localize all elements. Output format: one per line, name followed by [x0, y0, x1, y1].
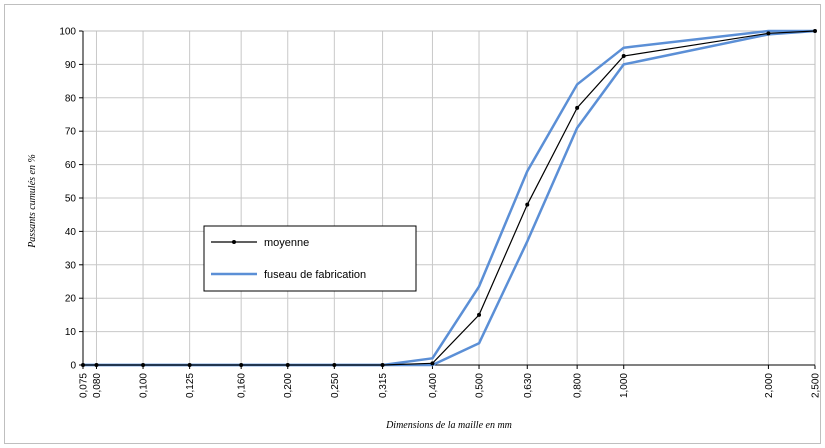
- legend-marker-moyenne: [232, 240, 236, 244]
- moyenne-point: [575, 105, 580, 110]
- x-tick-label: 0,630: [523, 373, 534, 398]
- moyenne-point: [477, 312, 482, 317]
- moyenne-point: [81, 363, 85, 367]
- chart-frame: 0 10 20 30 40 50 60 70 80 90 100 0,075 0,080 0,100 0,1…: [4, 4, 822, 444]
- x-tick-label: 0,160: [237, 373, 248, 398]
- moyenne-point: [813, 29, 817, 33]
- moyenne-point: [525, 202, 530, 207]
- legend: moyenne fuseau de fabrication: [203, 225, 417, 292]
- legend-box: [203, 225, 417, 292]
- y-tick-label: 30: [65, 260, 77, 271]
- y-axis-title: Passants cumulés en %: [27, 154, 38, 249]
- granulometry-chart: 0 10 20 30 40 50 60 70 80 90 100 0,075 0,080 0,100 0,1…: [27, 27, 822, 432]
- x-tick-label: 0,250: [330, 373, 341, 398]
- x-tick-label: 0,400: [428, 373, 439, 398]
- x-axis-title: Dimensions de la maille en mm: [385, 420, 512, 431]
- moyenne-point: [621, 54, 626, 59]
- y-tick-label: 10: [65, 327, 77, 338]
- y-tick-label: 40: [65, 227, 77, 238]
- moyenne-point: [380, 363, 385, 367]
- moyenne-point: [430, 361, 435, 366]
- legend-label-moyenne: moyenne: [264, 237, 309, 249]
- x-tick-label: 0,075: [79, 373, 90, 398]
- y-tick-label: 70: [65, 127, 77, 138]
- x-tick-label: 1,000: [619, 373, 630, 398]
- y-tick-label: 20: [65, 294, 77, 305]
- x-tick-label: 0,200: [283, 373, 294, 398]
- moyenne-point: [239, 363, 244, 367]
- x-tick-label: 0,315: [378, 373, 389, 398]
- x-tick-label: 2,000: [764, 373, 775, 398]
- y-tick-label: 0: [70, 361, 76, 372]
- fuseau-upper-line: [83, 29, 815, 367]
- moyenne-point: [187, 363, 192, 367]
- moyenne-point: [141, 363, 146, 367]
- x-tick-label: 0,100: [139, 373, 150, 398]
- tick-labels: 0 10 20 30 40 50 60 70 80 90 100 0,075 0,080 0,100 0,1…: [59, 27, 821, 399]
- y-tick-label: 90: [65, 60, 77, 71]
- y-tick-label: 60: [65, 160, 77, 171]
- x-tick-label: 0,800: [573, 373, 584, 398]
- moyenne-point: [766, 31, 771, 36]
- grid: [79, 30, 816, 369]
- x-tick-label: 0,500: [475, 373, 486, 398]
- moyenne-point: [94, 363, 99, 367]
- y-tick-label: 100: [59, 27, 76, 38]
- fuseau-lower-line: [83, 29, 816, 367]
- y-tick-label: 80: [65, 93, 77, 104]
- x-tick-label: 2,500: [811, 373, 822, 398]
- series-layer: [81, 29, 817, 367]
- y-tick-label: 50: [65, 194, 77, 205]
- x-tick-label: 0,125: [185, 373, 196, 398]
- x-tick-label: 0,080: [92, 373, 103, 398]
- moyenne-point: [285, 363, 290, 367]
- legend-label-fuseau: fuseau de fabrication: [264, 269, 366, 281]
- moyenne-point: [332, 363, 337, 367]
